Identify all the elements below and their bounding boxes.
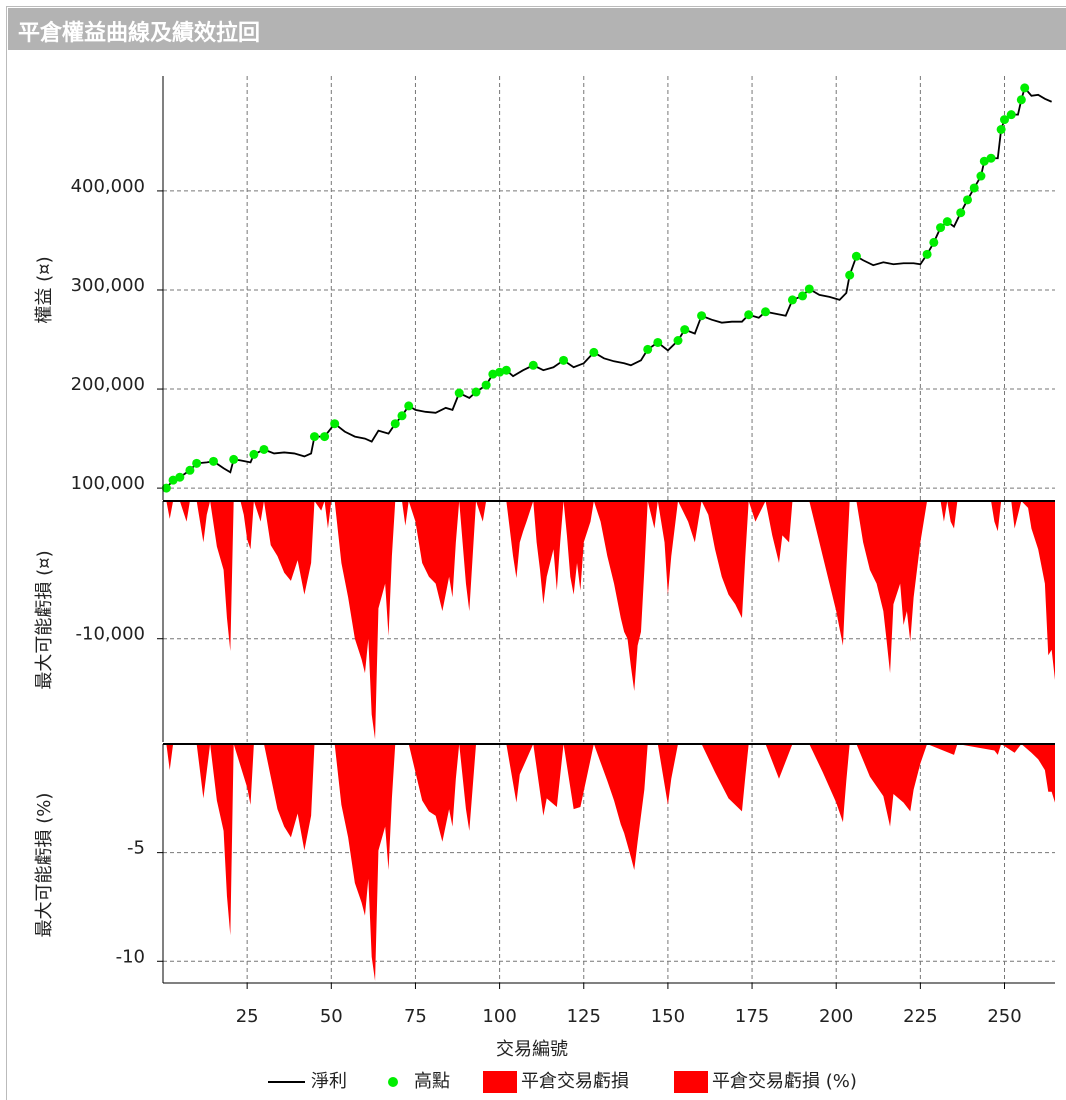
high-point: [653, 337, 663, 347]
x-axis-label: 交易編號: [496, 1039, 568, 1060]
high-point: [528, 360, 538, 370]
high-point: [643, 344, 653, 354]
high-point: [192, 458, 202, 468]
high-point: [804, 284, 814, 294]
high-point: [501, 365, 511, 375]
y-tick-label: -10,000: [76, 624, 145, 645]
y-tick-label: 200,000: [71, 374, 145, 395]
high-point: [996, 124, 1006, 134]
high-point: [589, 347, 599, 357]
y-tick-label: 300,000: [71, 275, 145, 296]
x-tick-label: 200: [819, 1006, 853, 1027]
high-point: [976, 171, 986, 181]
drawdown-area: [166, 744, 1056, 981]
legend-label: 平倉交易虧損 (%): [712, 1071, 857, 1092]
high-point: [986, 153, 996, 163]
high-point: [787, 295, 797, 305]
high-point: [454, 388, 464, 398]
y-tick-label: 100,000: [71, 473, 145, 494]
legend-label: 淨利: [311, 1071, 347, 1092]
high-point: [1020, 83, 1030, 93]
high-point: [390, 419, 400, 429]
y-axis-label: 權益 (¤): [34, 256, 55, 323]
high-point: [680, 325, 690, 335]
high-point: [229, 454, 239, 464]
x-tick-label: 100: [482, 1006, 516, 1027]
high-point: [161, 483, 171, 493]
high-point: [962, 195, 972, 205]
x-tick-label: 75: [404, 1006, 427, 1027]
y-tick-label: -5: [127, 838, 145, 859]
y-axis-label: 最大可能虧損 (%): [34, 793, 55, 938]
high-point: [320, 432, 330, 442]
high-point: [929, 237, 939, 247]
equity-line: [165, 86, 1052, 489]
x-tick-label: 50: [320, 1006, 343, 1027]
window-title: 平倉權益曲線及績效拉回: [18, 21, 261, 46]
high-point: [851, 251, 861, 261]
drawdown-area: [166, 501, 1056, 740]
high-point: [559, 355, 569, 365]
high-point: [259, 444, 269, 454]
y-tick-label: 400,000: [71, 176, 145, 197]
high-point: [1000, 115, 1010, 125]
high-point: [330, 419, 340, 429]
high-point: [744, 310, 754, 320]
x-tick-label: 225: [903, 1006, 937, 1027]
legend-dot: [388, 1077, 398, 1087]
legend-label: 高點: [414, 1071, 450, 1092]
y-tick-label: -10: [116, 946, 145, 967]
high-point: [249, 449, 259, 459]
window: [6, 6, 1066, 1100]
x-tick-label: 125: [567, 1006, 601, 1027]
high-point: [397, 411, 407, 421]
high-point: [845, 270, 855, 280]
legend-swatch: [483, 1071, 517, 1093]
high-point: [208, 456, 218, 466]
y-axis-label: 最大可能虧損 (¤): [34, 550, 55, 689]
high-point: [168, 475, 178, 485]
high-point: [404, 401, 414, 411]
high-point: [979, 156, 989, 166]
high-point: [185, 465, 195, 475]
high-point: [798, 291, 808, 301]
high-point: [471, 387, 481, 397]
x-tick-label: 25: [236, 1006, 259, 1027]
high-point: [922, 249, 932, 259]
high-point: [956, 208, 966, 218]
high-point: [969, 183, 979, 193]
high-point: [673, 336, 683, 346]
legend-swatch: [674, 1071, 708, 1093]
x-tick-label: 150: [651, 1006, 685, 1027]
high-point: [481, 380, 491, 390]
high-point: [697, 311, 707, 321]
high-point: [175, 472, 185, 482]
legend-label: 平倉交易虧損: [521, 1071, 629, 1092]
x-tick-label: 250: [987, 1006, 1021, 1027]
high-point: [1016, 95, 1026, 105]
high-point: [936, 223, 946, 233]
x-tick-label: 175: [735, 1006, 769, 1027]
high-point: [942, 217, 952, 227]
title-bar: 平倉權益曲線及績效拉回: [8, 8, 1066, 50]
high-point: [1006, 110, 1016, 120]
high-point: [309, 432, 319, 442]
high-point: [761, 307, 771, 317]
